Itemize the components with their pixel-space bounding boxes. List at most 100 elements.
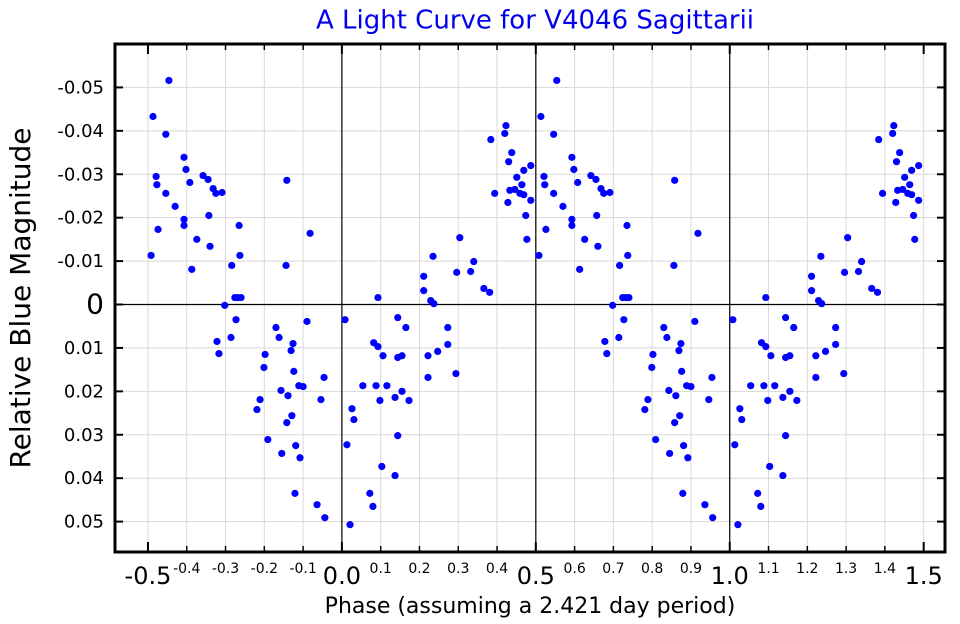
data-point [615,333,623,342]
data-point [372,382,380,390]
data-point [781,313,790,322]
data-point [253,405,261,414]
data-point [180,221,188,230]
data-point [909,211,918,220]
data-point [487,135,495,144]
x-tick-label: -0.4 [173,561,200,577]
data-point [648,363,656,372]
data-point [283,419,291,427]
data-point [660,323,668,332]
data-point [568,153,576,161]
data-point [687,382,695,391]
data-point [480,284,488,293]
data-point [402,323,410,332]
data-point [757,502,765,511]
y-tick-label: 0.02 [64,381,104,402]
data-point [807,272,816,280]
data-point [434,347,442,356]
data-point [162,130,170,138]
data-point [369,502,377,511]
data-point [520,191,528,199]
data-point [890,122,898,130]
data-point [641,405,649,414]
data-point [537,112,545,121]
data-point [394,313,402,322]
x-tick-label: -0.5 [125,562,172,590]
data-point [391,471,399,480]
data-point [593,211,601,220]
data-point [180,215,188,224]
data-point [212,189,220,197]
data-point [832,323,840,332]
data-point [854,267,863,276]
data-point [832,340,840,349]
x-tick-label: 0.5 [517,562,555,590]
data-point [568,221,576,230]
data-point [666,449,674,458]
data-point [261,350,269,359]
data-point [649,350,657,359]
data-point [405,396,413,405]
data-point [398,352,406,360]
data-point [738,415,746,424]
data-point [606,188,614,197]
data-point [858,257,866,266]
data-point [296,454,304,462]
data-point [283,176,291,184]
data-point [779,471,787,480]
data-point [430,300,438,308]
data-point [679,489,687,497]
y-tick-label: -0.02 [57,208,104,229]
x-tick-label: -0.2 [251,561,278,577]
data-point [147,251,155,260]
data-point [420,272,428,280]
y-tick-label: -0.05 [57,77,104,98]
data-point [374,343,382,351]
data-point [574,178,582,187]
data-point [152,172,160,181]
data-point [162,189,170,197]
y-tick-label: 0.05 [64,512,104,533]
x-tick-label: 1.4 [874,561,896,577]
data-point [581,235,589,243]
data-point [154,225,162,233]
data-point [672,392,680,400]
data-point [701,501,709,509]
data-point [760,382,768,390]
data-point [523,235,531,243]
data-point [807,287,816,295]
x-tick-label: 0.4 [486,561,508,577]
data-point [366,489,374,497]
y-tick-label: 0.01 [64,338,104,359]
data-point [320,373,328,382]
data-point [180,153,188,161]
data-point [376,396,384,405]
data-point [731,441,739,449]
data-point [420,287,428,295]
data-point [821,347,830,356]
data-point [620,316,628,324]
data-point [256,396,264,404]
x-tick-label: 0.9 [680,561,702,577]
data-point [218,188,226,197]
data-point [424,352,432,360]
data-point [542,225,550,233]
data-point [817,252,825,260]
data-point [793,396,801,405]
y-tick-label: 0.04 [64,468,104,489]
data-point [348,405,356,413]
data-point [708,373,716,382]
data-point [786,352,794,360]
data-point [289,339,297,348]
data-point [671,419,679,427]
data-point [378,462,386,471]
data-point [290,367,298,375]
data-point [277,386,285,395]
x-tick-label: 1.3 [835,561,857,577]
plot-frame [113,42,947,554]
data-point [736,405,744,413]
data-point [901,173,909,181]
x-tick-label: 0.8 [641,561,663,577]
data-point [812,352,820,360]
